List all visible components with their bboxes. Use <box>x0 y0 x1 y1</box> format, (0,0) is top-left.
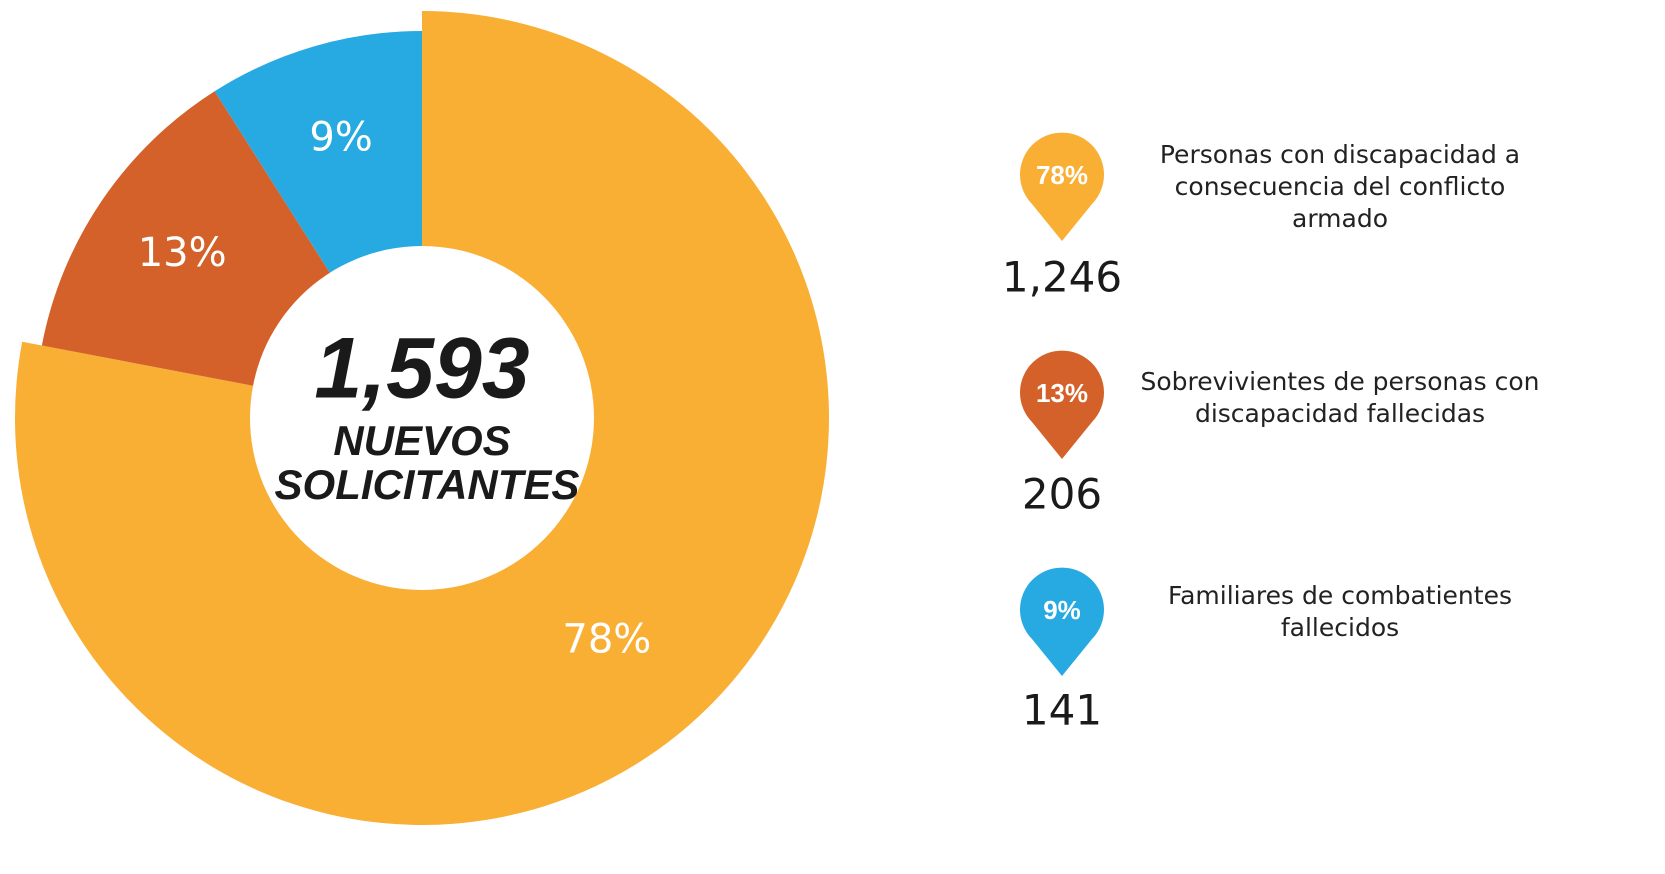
legend-pin <box>1020 567 1104 676</box>
legend-count: 1,246 <box>1002 253 1122 302</box>
legend-percent: 78% <box>1036 160 1088 190</box>
slice-label: 13% <box>138 230 227 276</box>
center-label: NUEVOS <box>333 417 510 464</box>
legend-text: Familiares de combatientes fallecidos <box>1168 581 1512 642</box>
legend-percent: 9% <box>1043 595 1081 625</box>
legend-count: 206 <box>1022 470 1102 519</box>
total: 1,593 <box>314 321 529 417</box>
legend-percent: 13% <box>1036 378 1088 408</box>
slice-label: 9% <box>309 115 372 161</box>
center-label: SOLICITANTES <box>275 461 580 508</box>
legend-pin <box>1020 350 1104 459</box>
legend-pin <box>1020 132 1104 241</box>
legend-count: 141 <box>1022 686 1102 735</box>
legend-text: Sobrevivientes de personas con discapaci… <box>1140 367 1540 428</box>
legend-text: Personas con discapacidad a consecuencia… <box>1159 140 1521 233</box>
slice-label: 78% <box>562 616 651 662</box>
donut-hole <box>250 246 594 590</box>
